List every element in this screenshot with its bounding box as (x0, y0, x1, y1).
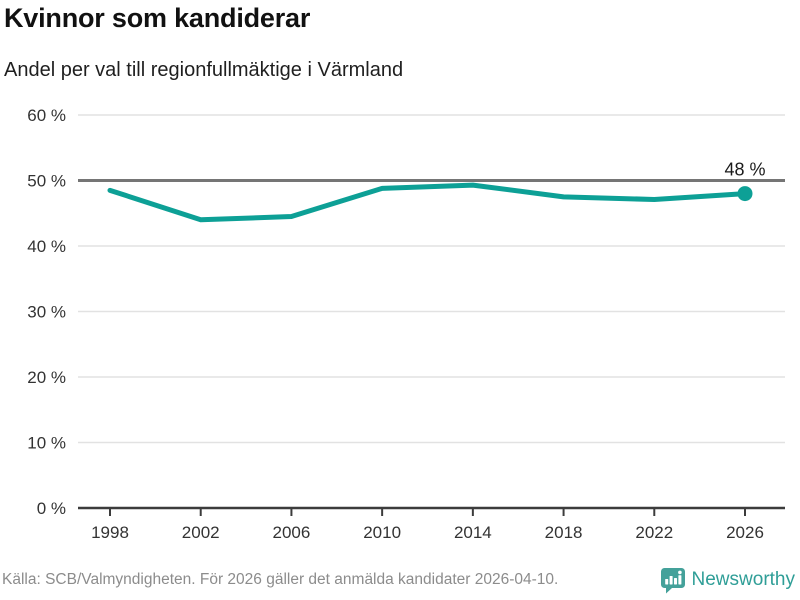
svg-text:20 %: 20 % (27, 368, 66, 387)
svg-text:2010: 2010 (363, 523, 401, 542)
svg-text:2022: 2022 (635, 523, 673, 542)
chart-subtitle: Andel per val till regionfullmäktige i V… (4, 59, 404, 81)
svg-text:1998: 1998 (91, 523, 129, 542)
brand-name: Newsworthy (691, 569, 795, 590)
line-chart: 0 % 10 % 20 % 30 % 40 % 50 % 60 % 1998 2002 2006 2… (27, 106, 785, 542)
svg-text:50 %: 50 % (27, 172, 66, 191)
svg-text:2014: 2014 (454, 523, 492, 542)
svg-text:2002: 2002 (182, 523, 220, 542)
svg-text:2026: 2026 (726, 523, 764, 542)
svg-text:2006: 2006 (273, 523, 311, 542)
footer: Källa: SCB/Valmyndigheten. För 2026 gäll… (2, 565, 795, 595)
svg-text:2018: 2018 (545, 523, 583, 542)
svg-text:60 %: 60 % (27, 106, 66, 125)
newsworthy-logo: Newsworthy (660, 567, 795, 594)
svg-text:10 %: 10 % (27, 434, 66, 453)
source-note: Källa: SCB/Valmyndigheten. För 2026 gäll… (2, 571, 559, 588)
bar-chart-bubble-icon (660, 567, 685, 593)
svg-text:30 %: 30 % (27, 303, 66, 322)
svg-text:0 %: 0 % (37, 499, 66, 518)
svg-text:48 %: 48 % (724, 160, 765, 180)
chart-title: Kvinnor som kandiderar (4, 3, 311, 33)
svg-text:40 %: 40 % (27, 237, 66, 256)
